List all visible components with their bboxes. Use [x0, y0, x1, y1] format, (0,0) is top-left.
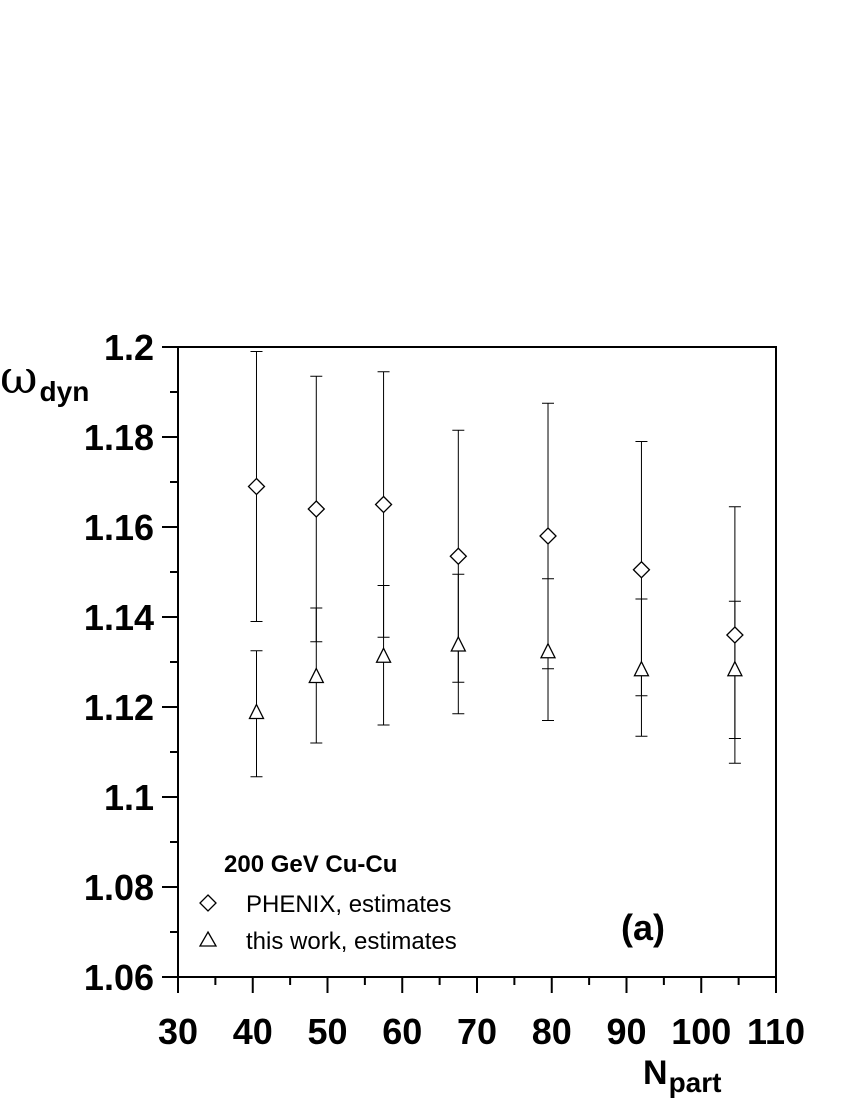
- data-point-diamond: [539, 527, 557, 545]
- axis-ticks: [162, 346, 777, 993]
- axis-tick-labels: 30 40 50 60 70 80 90 100 110 1.06 1.08 1.1 1.12 1.14 1…: [84, 327, 805, 1052]
- y-tick-label: 1.14: [84, 597, 154, 638]
- legend-marker-diamond: [199, 894, 217, 912]
- legend-marker-triangle: [198, 930, 218, 947]
- legend: 200 GeV Cu-Cu PHENIX, estimates this wor…: [198, 851, 457, 955]
- x-axis-label-subscript: part: [669, 1067, 722, 1098]
- panel-label: (a): [621, 907, 665, 948]
- data-point-diamond: [725, 626, 744, 644]
- y-tick-label: 1.18: [84, 417, 154, 458]
- x-tick-label: 60: [382, 1011, 422, 1052]
- data-point-triangle: [726, 660, 743, 677]
- y-axis-label-subscript: dyn: [40, 376, 90, 407]
- y-tick-label: 1.2: [104, 327, 154, 368]
- y-tick-label: 1.12: [84, 687, 154, 728]
- data-point-triangle: [248, 703, 265, 720]
- y-axis-label-symbol: ω: [0, 350, 38, 404]
- x-tick-label: 40: [233, 1011, 273, 1052]
- data-point-triangle: [375, 646, 392, 663]
- y-axis-label: ωdyn: [0, 350, 89, 407]
- data-point-diamond: [449, 547, 468, 566]
- data-point-diamond: [632, 560, 651, 579]
- plot-frame: [177, 346, 777, 978]
- x-tick-label: 80: [532, 1011, 572, 1052]
- x-tick-label: 100: [671, 1011, 731, 1052]
- data-point-triangle: [308, 667, 325, 684]
- x-tick-label: 70: [457, 1011, 497, 1052]
- data-point-diamond: [307, 500, 326, 518]
- y-tick-label: 1.06: [84, 957, 154, 998]
- x-axis-label: Npart: [643, 1054, 721, 1098]
- data-point-triangle: [450, 635, 467, 652]
- x-tick-label: 90: [606, 1011, 646, 1052]
- data-point-triangle: [633, 660, 650, 677]
- x-tick-label: 50: [307, 1011, 347, 1052]
- legend-entry-phenix: PHENIX, estimates: [246, 891, 451, 918]
- x-tick-label: 30: [158, 1011, 198, 1052]
- error-bars: [250, 351, 741, 778]
- legend-entry-this-work: this work, estimates: [246, 928, 457, 955]
- x-tick-label: 110: [747, 1011, 805, 1052]
- x-axis-label-main: N: [643, 1054, 668, 1092]
- data-markers: [247, 477, 744, 720]
- data-point-diamond: [374, 495, 393, 514]
- data-point-triangle: [539, 642, 557, 659]
- y-tick-label: 1.08: [84, 867, 154, 908]
- legend-title: 200 GeV Cu-Cu: [224, 851, 397, 878]
- y-tick-label: 1.16: [84, 507, 154, 548]
- data-point-diamond: [247, 477, 266, 496]
- y-tick-label: 1.1: [104, 777, 154, 818]
